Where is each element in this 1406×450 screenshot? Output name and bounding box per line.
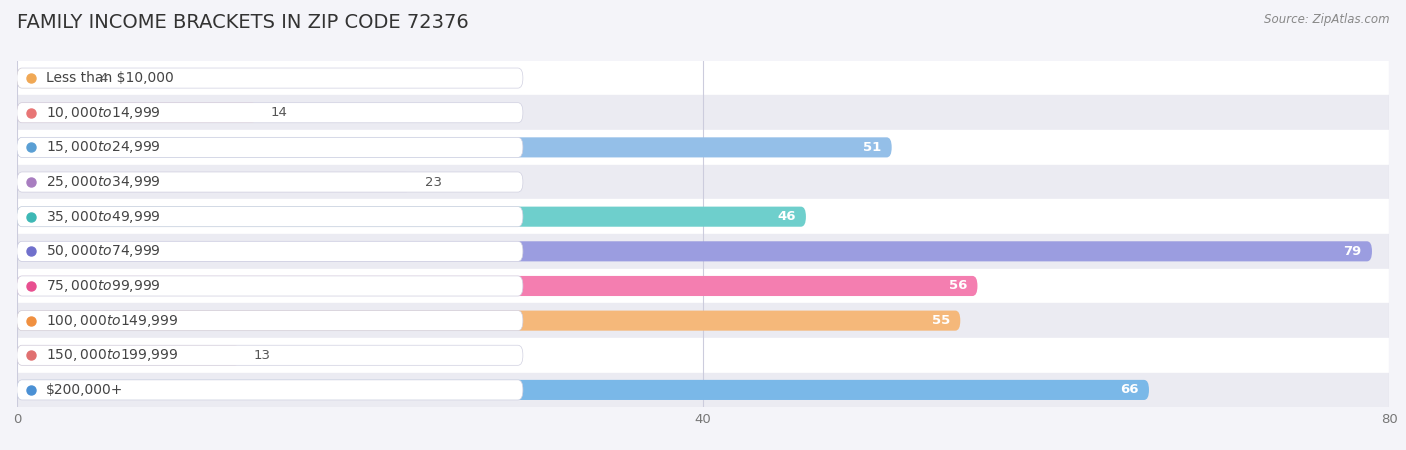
Text: $200,000+: $200,000+ <box>46 383 124 397</box>
Bar <box>17 199 1389 234</box>
Text: 66: 66 <box>1121 383 1139 396</box>
Text: $35,000 to $49,999: $35,000 to $49,999 <box>46 209 160 225</box>
Text: $150,000 to $199,999: $150,000 to $199,999 <box>46 347 179 363</box>
FancyBboxPatch shape <box>17 310 960 331</box>
FancyBboxPatch shape <box>17 241 523 261</box>
FancyBboxPatch shape <box>17 137 891 158</box>
Bar <box>17 303 1389 338</box>
Text: $10,000 to $14,999: $10,000 to $14,999 <box>46 105 160 121</box>
Text: 51: 51 <box>863 141 882 154</box>
Text: 56: 56 <box>949 279 967 292</box>
FancyBboxPatch shape <box>17 103 523 123</box>
FancyBboxPatch shape <box>17 207 806 227</box>
FancyBboxPatch shape <box>17 345 523 365</box>
Bar <box>17 234 1389 269</box>
Text: $100,000 to $149,999: $100,000 to $149,999 <box>46 313 179 328</box>
Text: $50,000 to $74,999: $50,000 to $74,999 <box>46 243 160 259</box>
FancyBboxPatch shape <box>17 103 257 123</box>
Bar <box>17 373 1389 407</box>
FancyBboxPatch shape <box>17 241 1372 261</box>
Text: FAMILY INCOME BRACKETS IN ZIP CODE 72376: FAMILY INCOME BRACKETS IN ZIP CODE 72376 <box>17 14 468 32</box>
Text: 13: 13 <box>253 349 270 362</box>
Bar <box>17 269 1389 303</box>
FancyBboxPatch shape <box>17 172 412 192</box>
FancyBboxPatch shape <box>17 310 523 331</box>
Text: 55: 55 <box>932 314 950 327</box>
FancyBboxPatch shape <box>17 380 1149 400</box>
Text: Source: ZipAtlas.com: Source: ZipAtlas.com <box>1264 14 1389 27</box>
Text: Less than $10,000: Less than $10,000 <box>46 71 174 85</box>
Text: 46: 46 <box>778 210 796 223</box>
Bar <box>17 338 1389 373</box>
FancyBboxPatch shape <box>17 68 86 88</box>
Text: 14: 14 <box>271 106 288 119</box>
FancyBboxPatch shape <box>17 172 523 192</box>
Bar <box>17 61 1389 95</box>
FancyBboxPatch shape <box>17 276 977 296</box>
Text: 23: 23 <box>425 176 441 189</box>
FancyBboxPatch shape <box>17 276 523 296</box>
Text: $75,000 to $99,999: $75,000 to $99,999 <box>46 278 160 294</box>
Bar <box>17 95 1389 130</box>
FancyBboxPatch shape <box>17 68 523 88</box>
Text: $15,000 to $24,999: $15,000 to $24,999 <box>46 140 160 155</box>
FancyBboxPatch shape <box>17 380 523 400</box>
Text: $25,000 to $34,999: $25,000 to $34,999 <box>46 174 160 190</box>
FancyBboxPatch shape <box>17 137 523 158</box>
Text: 4: 4 <box>100 72 108 85</box>
FancyBboxPatch shape <box>17 345 240 365</box>
FancyBboxPatch shape <box>17 207 523 227</box>
Bar <box>17 165 1389 199</box>
Bar <box>17 130 1389 165</box>
Text: 79: 79 <box>1343 245 1361 258</box>
